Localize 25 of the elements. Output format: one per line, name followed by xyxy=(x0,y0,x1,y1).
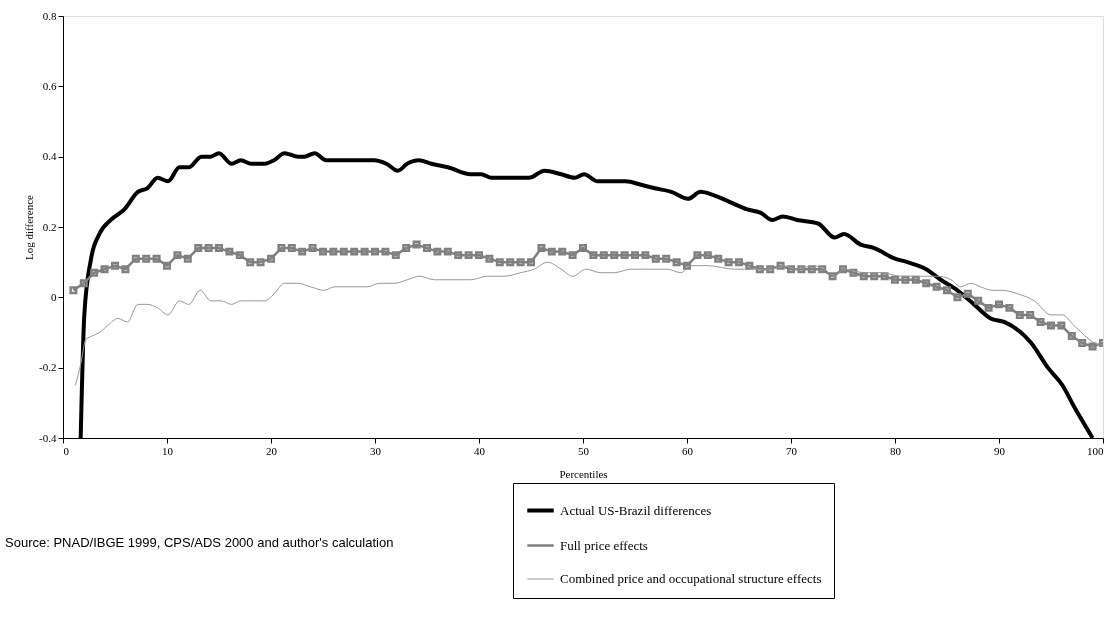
y-tick-label: 0.6 xyxy=(42,79,57,92)
y-axis-title: Log difference xyxy=(23,194,36,260)
x-tick-label: 90 xyxy=(994,444,1006,457)
x-tick-label: 60 xyxy=(682,444,694,457)
x-tick-label: 40 xyxy=(474,444,486,457)
x-tick-label: 100 xyxy=(1087,444,1104,457)
source-note: Source: PNAD/IBGE 1999, CPS/ADS 2000 and author's calculation xyxy=(5,535,394,550)
y-tick-label: -0.2 xyxy=(39,361,57,374)
x-tick-label: 50 xyxy=(578,444,590,457)
y-tick-label: 0.4 xyxy=(42,150,57,163)
x-tick-label: 80 xyxy=(890,444,902,457)
x-tick-label: 30 xyxy=(370,444,382,457)
legend-label: Actual US-Brazil differences xyxy=(560,502,712,518)
x-tick-label: 20 xyxy=(266,444,278,457)
x-tick-label: 0 xyxy=(63,444,70,457)
x-axis-title: Percentiles xyxy=(559,467,608,480)
y-tick-label: -0.4 xyxy=(39,431,57,444)
x-tick-label: 70 xyxy=(786,444,798,457)
line-series xyxy=(74,261,1103,386)
legend-label: Combined price and occupational structure effects xyxy=(560,571,822,586)
x-tick-label: 10 xyxy=(162,444,174,457)
y-tick-label: 0.8 xyxy=(42,9,57,22)
legend-label: Full price effects xyxy=(560,537,648,553)
y-tick-label: 0 xyxy=(51,290,57,303)
y-tick-label: 0.2 xyxy=(42,220,57,233)
